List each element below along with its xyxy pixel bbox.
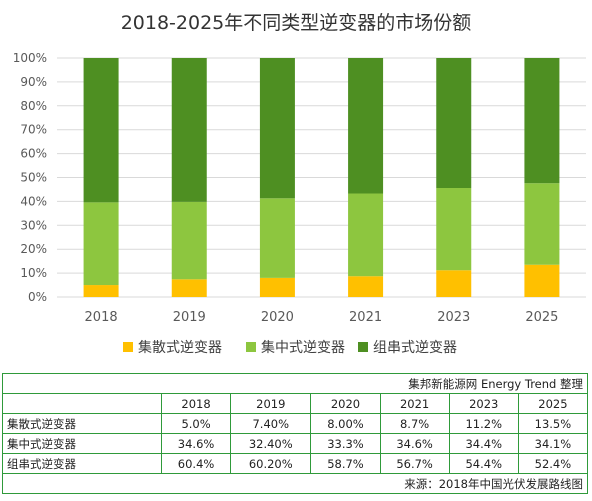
y-tick-label: 40%: [20, 194, 47, 208]
bar-segment: [524, 58, 560, 184]
table-row-label: 集散式逆变器: [2, 413, 162, 434]
y-tick-label: 70%: [20, 123, 47, 137]
table-cell: 56.7%: [379, 453, 450, 474]
table-cell: 33.3%: [310, 433, 381, 454]
table-cell: 13.5%: [517, 413, 589, 434]
bar-segment: [348, 276, 384, 297]
table-year-header: 2021: [379, 393, 450, 414]
bar-segment: [83, 58, 119, 203]
y-tick-label: 0%: [28, 290, 47, 304]
table-cell: 52.4%: [517, 453, 589, 474]
bar-segment: [171, 201, 207, 280]
bar-segment: [348, 58, 384, 194]
bar-segment: [171, 58, 207, 202]
bar-segment: [83, 285, 119, 297]
table-cell: 34.6%: [160, 433, 232, 454]
bar-segment: [436, 188, 472, 271]
table-cell: 60.4%: [160, 453, 232, 474]
table-header-note: 集邦新能源网 Energy Trend 整理: [2, 373, 588, 394]
table-source-row: 来源：2018年中国光伏发展路线图: [2, 473, 588, 494]
y-tick-label: 80%: [20, 99, 47, 113]
bar-segment: [171, 279, 207, 297]
table-row-label: 集中式逆变器: [2, 433, 162, 454]
legend-swatch: [358, 342, 368, 352]
table-year-header: 2020: [310, 393, 381, 414]
y-tick-label: 10%: [20, 266, 47, 280]
legend-label: 集散式逆变器: [138, 339, 222, 356]
bar-segment: [524, 264, 560, 297]
table-row: 组串式逆变器 60.4% 60.20% 58.7% 56.7% 54.4% 52…: [2, 453, 589, 474]
bar-segment: [436, 58, 472, 189]
bar-segment: [348, 193, 384, 277]
x-tick-label: 2023: [437, 310, 470, 325]
table-year-header: 2018: [160, 393, 232, 414]
data-table: 集邦新能源网 Energy Trend 整理 2018 2019 2020 20…: [2, 373, 589, 494]
y-axis: 0% 10% 20% 30% 40% 50% 60% 70% 80% 90% 100%: [13, 51, 47, 304]
table-corner-cell: [2, 393, 162, 414]
table-year-header: 2025: [517, 393, 589, 414]
bar-segment: [436, 270, 472, 297]
table-note-row: 集邦新能源网 Energy Trend 整理: [2, 373, 588, 394]
table-cell: 11.2%: [448, 413, 519, 434]
y-tick-label: 60%: [20, 147, 47, 161]
table-cell: 34.4%: [448, 433, 519, 454]
y-tick-label: 50%: [20, 171, 47, 185]
bar-segment: [259, 58, 295, 199]
table-cell: 58.7%: [310, 453, 381, 474]
table-cell: 8.7%: [379, 413, 450, 434]
bar-segment: [83, 202, 119, 286]
data-table-container: 集邦新能源网 Energy Trend 整理 2018 2019 2020 20…: [2, 373, 589, 494]
legend: 集散式逆变器 集中式逆变器 组串式逆变器: [123, 339, 457, 356]
legend-label: 集中式逆变器: [261, 339, 345, 356]
x-tick-label: 2020: [261, 310, 294, 325]
table-cell: 7.40%: [230, 413, 312, 434]
y-tick-label: 100%: [13, 51, 47, 65]
y-tick-label: 30%: [20, 218, 47, 232]
table-cell: 54.4%: [448, 453, 519, 474]
x-tick-label: 2019: [173, 310, 206, 325]
legend-swatch: [246, 342, 256, 352]
bar-segment: [259, 198, 295, 278]
table-cell: 34.6%: [379, 433, 450, 454]
x-axis: 2018 2019 2020 2021 2023 2025: [85, 310, 559, 325]
table-year-header: 2019: [230, 393, 312, 414]
stacked-bar-chart: 2018-2025年不同类型逆变器的市场份额 0% 10% 20% 30% 40% 50%…: [13, 12, 586, 356]
table-cell: 34.1%: [517, 433, 589, 454]
table-row: 集中式逆变器 34.6% 32.40% 33.3% 34.6% 34.4% 34…: [2, 433, 589, 454]
bar-segment: [259, 277, 295, 297]
table-year-header: 2023: [448, 393, 519, 414]
y-tick-label: 90%: [20, 75, 47, 89]
table-source-note: 来源：2018年中国光伏发展路线图: [2, 473, 588, 494]
y-tick-label: 20%: [20, 242, 47, 256]
x-tick-label: 2021: [349, 310, 382, 325]
x-tick-label: 2018: [85, 310, 118, 325]
gridlines: [57, 57, 586, 298]
table-row-label: 组串式逆变器: [2, 453, 162, 474]
table-cell: 5.0%: [160, 413, 232, 434]
table-header-row: 2018 2019 2020 2021 2023 2025: [2, 393, 589, 414]
legend-label: 组串式逆变器: [373, 340, 457, 356]
chart-title: 2018-2025年不同类型逆变器的市场份额: [121, 12, 472, 34]
table-cell: 32.40%: [230, 433, 312, 454]
table-cell: 8.00%: [310, 413, 381, 434]
bars: [83, 58, 560, 297]
bar-segment: [524, 183, 560, 265]
x-tick-label: 2025: [525, 310, 558, 325]
legend-swatch: [123, 342, 133, 352]
table-cell: 60.20%: [230, 453, 312, 474]
table-row: 集散式逆变器 5.0% 7.40% 8.00% 8.7% 11.2% 13.5%: [2, 413, 589, 434]
